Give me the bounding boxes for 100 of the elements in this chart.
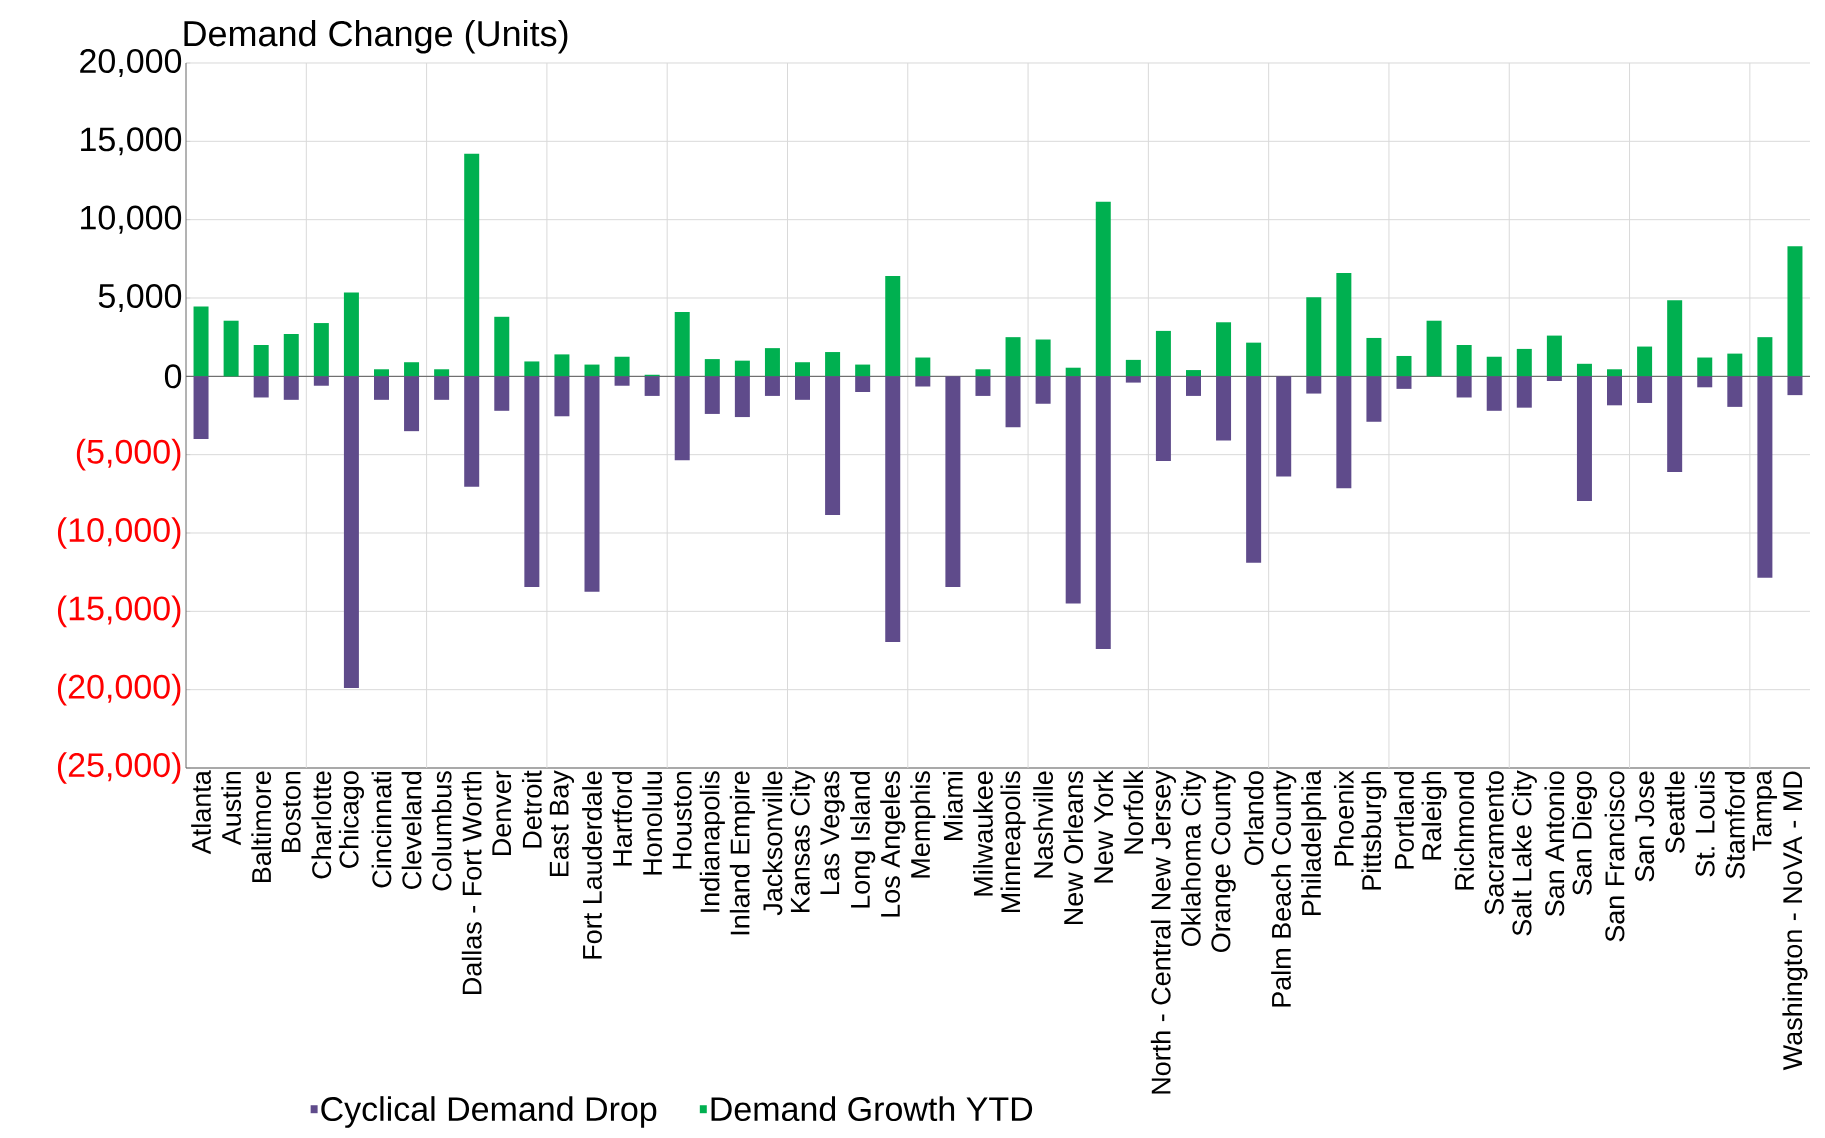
y-tick-label: 5,000 — [98, 283, 182, 313]
x-tick-label: Detroit — [521, 770, 542, 848]
x-tick-label: Denver — [492, 770, 512, 856]
x-tick-label: Portland — [1394, 771, 1414, 869]
bar — [223, 320, 239, 377]
y-tick-label: 20,000 — [80, 48, 182, 78]
bar — [1185, 370, 1201, 377]
x-tick-label: San Diego — [1571, 771, 1598, 896]
bar — [1546, 335, 1562, 377]
bar — [1787, 376, 1803, 396]
x-tick-label: New York — [1093, 770, 1114, 883]
x-tick-label: Dallas - Fort Worth — [461, 771, 482, 995]
bar — [1727, 353, 1743, 377]
bar — [825, 352, 841, 377]
x-tick-label: Inland Empire — [729, 771, 755, 935]
bar — [1637, 376, 1653, 403]
bar — [1216, 322, 1232, 377]
bar — [283, 376, 299, 400]
bar — [1546, 376, 1562, 382]
x-tick-label: Chicago — [338, 771, 364, 868]
bar — [524, 361, 540, 377]
bar — [494, 376, 510, 411]
bar — [945, 376, 961, 588]
y-tick-label: (25,000) — [57, 752, 181, 784]
bar — [464, 153, 480, 377]
y-tick-label: 15,000 — [81, 127, 182, 156]
x-tick-label: Jacksonville — [762, 771, 783, 916]
bar — [1607, 376, 1623, 406]
bar — [1306, 297, 1322, 377]
x-tick-label: Atlanta — [191, 770, 211, 855]
bar — [1426, 320, 1442, 377]
bar — [1306, 376, 1322, 394]
bar — [1486, 356, 1502, 377]
x-tick-label: Cincinnati — [371, 772, 392, 888]
bar — [855, 364, 871, 377]
bar — [795, 362, 811, 377]
bar — [253, 345, 269, 377]
bar — [795, 376, 811, 400]
bar — [855, 376, 871, 392]
bar — [614, 356, 630, 377]
bar — [554, 376, 570, 417]
x-tick-label: Hartford — [612, 771, 632, 866]
x-tick-label: Honolulu — [642, 772, 663, 875]
bar — [1787, 246, 1803, 377]
x-tick-label: Washington - NoVA - MD — [1782, 771, 1808, 1071]
y-tick-label: (5,000) — [76, 438, 181, 471]
bar — [764, 376, 780, 396]
bar — [1697, 357, 1713, 377]
x-tick-label: Nashville — [1033, 771, 1054, 878]
bar — [1396, 376, 1412, 389]
y-tick-label: (10,000) — [57, 517, 181, 549]
x-tick-label: Charlotte — [311, 771, 332, 879]
bar — [283, 334, 299, 377]
x-tick-label: San Antonio — [1544, 771, 1565, 917]
y-tick-label: 0 — [164, 364, 182, 389]
bar — [313, 376, 329, 386]
bar — [1607, 369, 1623, 377]
bar — [1035, 339, 1051, 377]
bar — [1095, 201, 1111, 377]
bar — [373, 376, 389, 400]
legend-label: Cyclical Demand Drop — [321, 1096, 657, 1128]
x-tick-label: Richmond — [1454, 771, 1475, 890]
bar — [1727, 376, 1743, 407]
x-tick-label: Long Island — [850, 771, 876, 908]
x-tick-label: Seattle — [1664, 771, 1685, 854]
bar — [253, 376, 269, 398]
y-tick-label: (15,000) — [57, 595, 181, 628]
bar — [885, 376, 901, 642]
bar — [1757, 337, 1773, 377]
x-tick-label: Stamford — [1724, 771, 1745, 879]
x-tick-label: Orange County — [1211, 770, 1236, 953]
bar — [1005, 337, 1021, 377]
bar — [1065, 376, 1081, 604]
x-tick-label: Tampa — [1752, 770, 1777, 851]
x-tick-label: Sacramento — [1484, 771, 1504, 915]
bar — [434, 376, 450, 400]
y-tick-label: 10,000 — [81, 205, 182, 234]
bar — [1216, 376, 1232, 441]
bar — [193, 376, 209, 439]
legend-label: Demand Growth YTD — [711, 1096, 1033, 1122]
bar — [1667, 300, 1683, 377]
x-tick-label: Indianapolis — [699, 771, 725, 912]
bar — [524, 376, 540, 588]
bar — [313, 323, 329, 377]
bar — [1125, 359, 1141, 377]
bar — [584, 364, 600, 377]
bar — [1155, 376, 1171, 461]
x-tick-label: Raleigh — [1421, 771, 1447, 860]
x-tick-label: New Orleans — [1063, 771, 1084, 925]
bar — [1667, 376, 1683, 472]
bar — [1366, 376, 1382, 422]
bar — [825, 376, 841, 515]
x-tick-label: Norfolk — [1123, 770, 1144, 854]
chart-title: Demand Change (Units) — [184, 19, 568, 54]
bar — [1005, 376, 1021, 428]
bar — [404, 376, 420, 432]
bar — [494, 316, 510, 377]
x-tick-label: Los Angeles — [880, 771, 906, 917]
bar — [1125, 376, 1141, 383]
bar — [373, 369, 389, 377]
